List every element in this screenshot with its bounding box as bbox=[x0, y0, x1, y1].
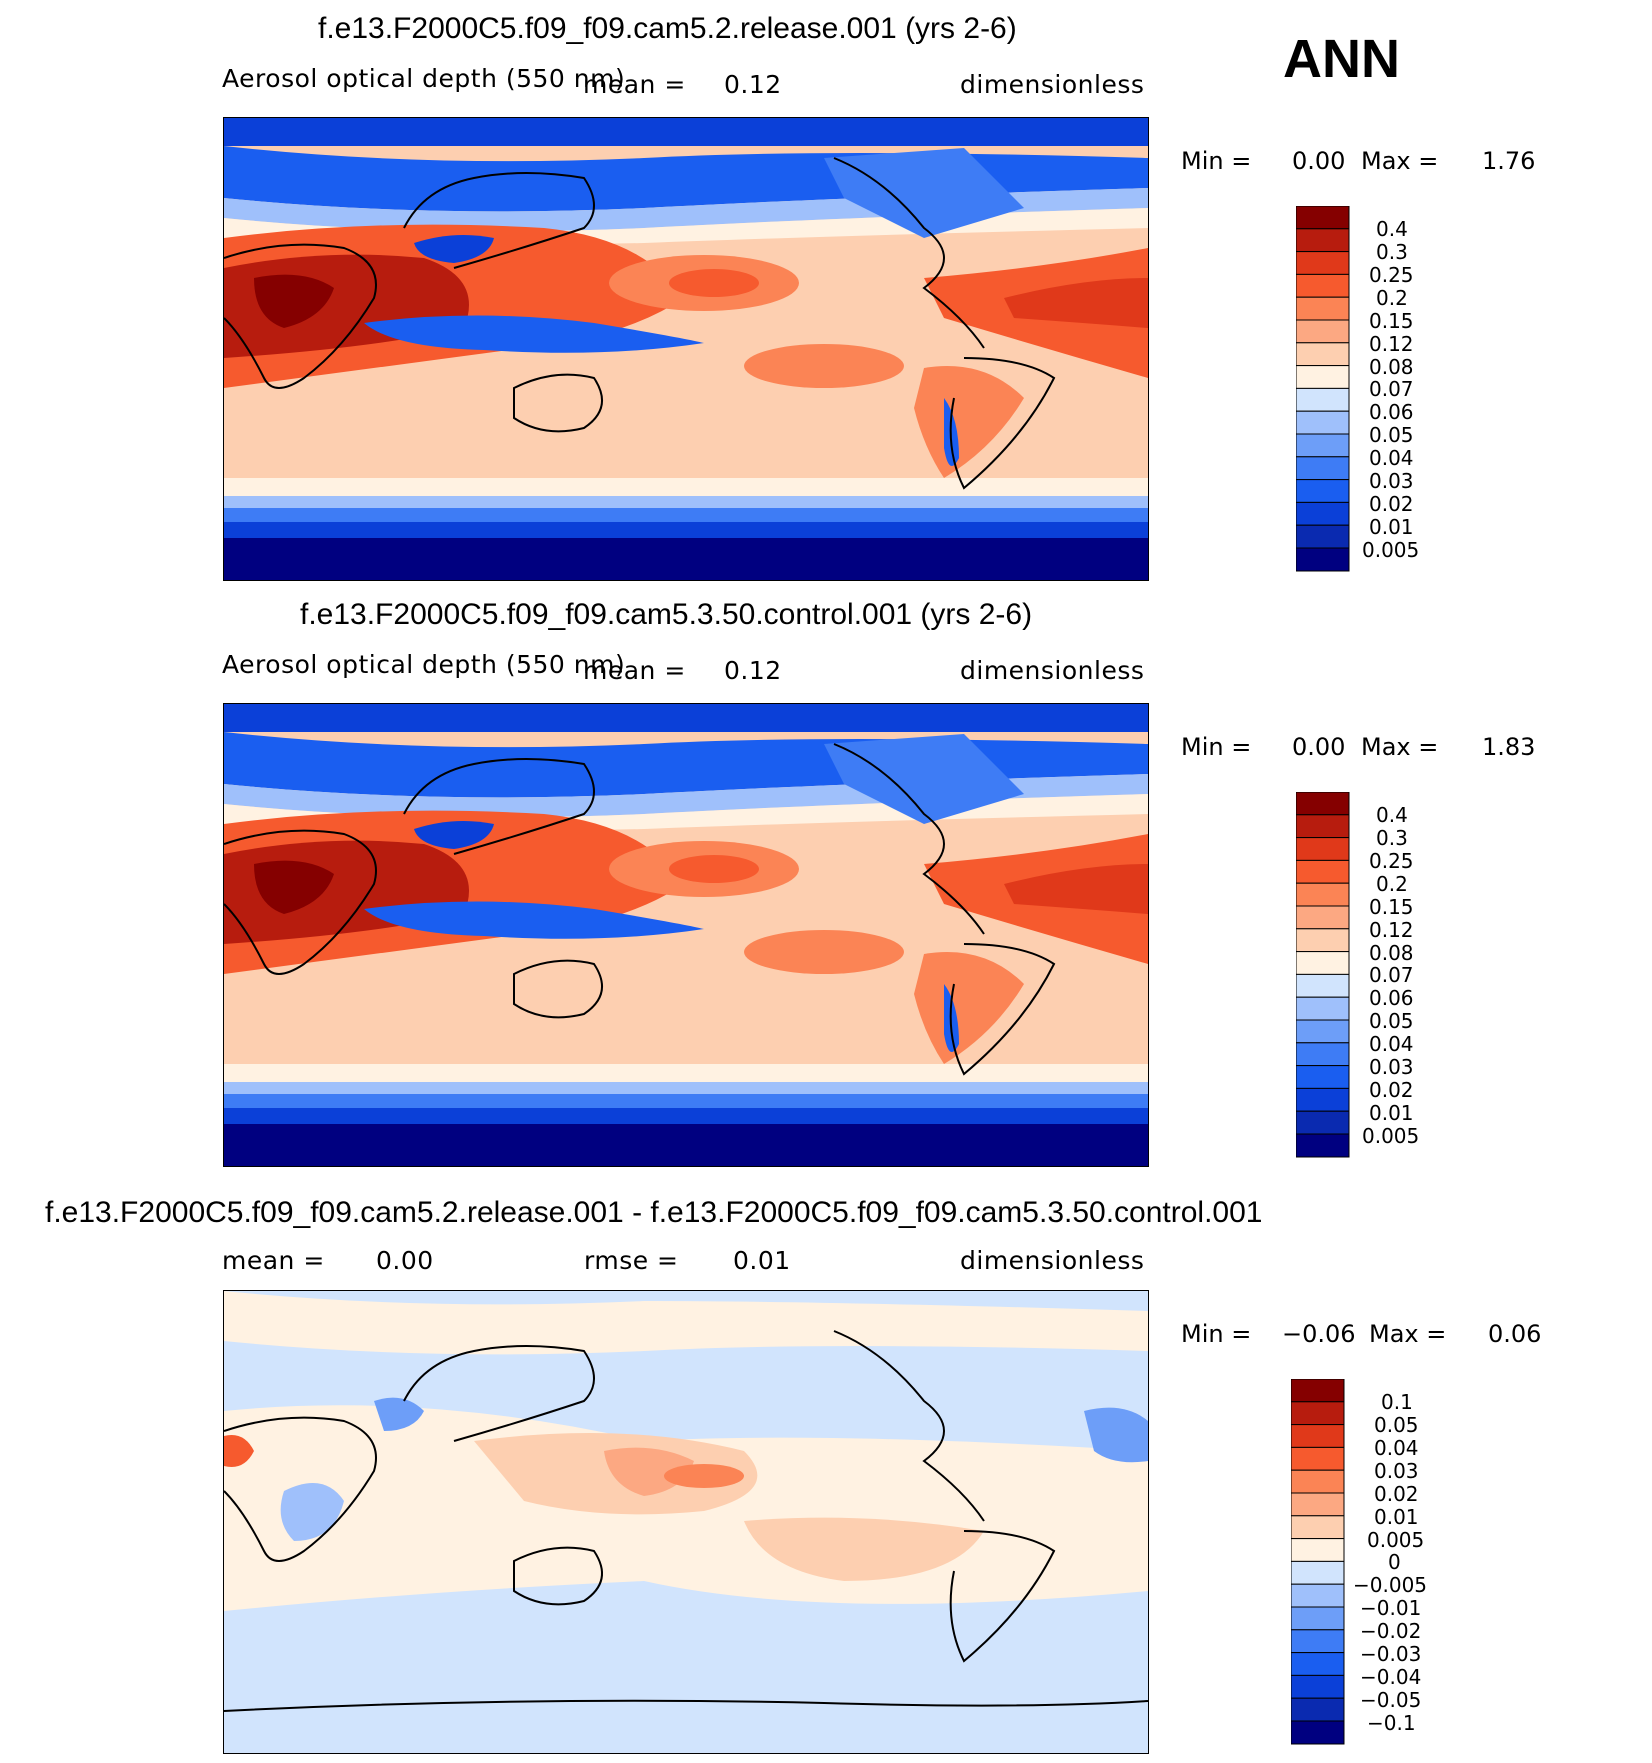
panel-2-max-label: Max = bbox=[1361, 733, 1439, 761]
panel-3-min-label: Min = bbox=[1181, 1320, 1252, 1348]
panel-2-colorbar-label: 0.01 bbox=[1369, 1101, 1414, 1125]
panel-2-colorbar-label: 0.06 bbox=[1369, 986, 1414, 1010]
panel-2-colorbar-label: 0.15 bbox=[1369, 895, 1414, 919]
panel-3-colorbar: 0.1 0.05 0.04 0.03 0.02 0.01 0.005 0 −0.… bbox=[1290, 1378, 1427, 1750]
panel-1-colorbar: 0.4 0.3 0.25 0.2 0.15 0.12 0.08 0.07 0.0… bbox=[1295, 205, 1419, 577]
panel-2-colorbar-label: 0.2 bbox=[1376, 872, 1408, 896]
panel-2-colorbar-label: 0.25 bbox=[1369, 849, 1414, 873]
panel-1-colorbar-label: 0.07 bbox=[1369, 377, 1414, 401]
panel-1-colorbar-label: 0.15 bbox=[1369, 309, 1414, 333]
panel-1-min-value: 0.00 bbox=[1292, 147, 1346, 175]
panel-2-min-value: 0.00 bbox=[1292, 733, 1346, 761]
panel-3-colorbar-label: 0.04 bbox=[1374, 1436, 1419, 1460]
panel-1-colorbar-label: 0.05 bbox=[1369, 423, 1414, 447]
panel-3-colorbar-label: −0.02 bbox=[1360, 1619, 1422, 1643]
panel-1-max-value: 1.76 bbox=[1482, 147, 1536, 175]
panel-3-mean-label: mean = bbox=[222, 1246, 325, 1275]
panel-3-colorbar-label: −0.1 bbox=[1367, 1711, 1416, 1735]
panel-2-min-label: Min = bbox=[1181, 733, 1252, 761]
panel-1-colorbar-label: 0.3 bbox=[1376, 240, 1408, 264]
panel-1-variable: Aerosol optical depth (550 nm) bbox=[222, 64, 626, 93]
panel-2-colorbar-label: 0.04 bbox=[1369, 1032, 1414, 1056]
panel-2-map bbox=[223, 703, 1149, 1167]
panel-3-colorbar-swatches bbox=[1290, 1378, 1345, 1745]
panel-2-colorbar-label: 0.02 bbox=[1369, 1078, 1414, 1102]
panel-3-colorbar-label: 0.005 bbox=[1367, 1528, 1425, 1552]
panel-2-map-field bbox=[224, 704, 1148, 1166]
panel-3-rmse-label: rmse = bbox=[584, 1246, 679, 1275]
panel-2-mean-value: 0.12 bbox=[724, 656, 782, 685]
panel-2-variable: Aerosol optical depth (550 nm) bbox=[222, 650, 626, 679]
panel-1-title: f.e13.F2000C5.f09_f09.cam5.2.release.001… bbox=[318, 12, 1017, 45]
panel-1-colorbar-label: 0.25 bbox=[1369, 263, 1414, 287]
panel-3-colorbar-label: 0.01 bbox=[1374, 1505, 1419, 1529]
panel-2-colorbar: 0.4 0.3 0.25 0.2 0.15 0.12 0.08 0.07 0.0… bbox=[1295, 791, 1419, 1163]
panel-2-colorbar-label: 0.08 bbox=[1369, 941, 1414, 965]
panel-2-colorbar-label: 0.03 bbox=[1369, 1055, 1414, 1079]
panel-3-min-value: −0.06 bbox=[1282, 1320, 1356, 1348]
panel-3-colorbar-label: 0.1 bbox=[1381, 1390, 1413, 1414]
panel-3-colorbar-label: −0.01 bbox=[1360, 1596, 1422, 1620]
panel-1-colorbar-label: 0.12 bbox=[1369, 332, 1414, 356]
panel-3-colorbar-label: 0 bbox=[1388, 1550, 1401, 1574]
panel-1-colorbar-label: 0.005 bbox=[1362, 538, 1420, 562]
panel-2-max-value: 1.83 bbox=[1482, 733, 1536, 761]
panel-1-colorbar-swatches bbox=[1295, 205, 1350, 572]
panel-1-map bbox=[223, 117, 1149, 581]
panel-3-map-field bbox=[224, 1291, 1148, 1753]
panel-1-colorbar-label: 0.02 bbox=[1369, 492, 1414, 516]
panel-1-colorbar-label: 0.01 bbox=[1369, 515, 1414, 539]
panel-3-rmse-value: 0.01 bbox=[733, 1246, 791, 1275]
panel-1-colorbar-label: 0.08 bbox=[1369, 355, 1414, 379]
panel-2-colorbar-label: 0.4 bbox=[1376, 803, 1408, 827]
panel-3-colorbar-label: −0.04 bbox=[1360, 1665, 1422, 1689]
panel-1-colorbar-label: 0.2 bbox=[1376, 286, 1408, 310]
panel-1-map-field bbox=[224, 118, 1148, 580]
panel-2-title: f.e13.F2000C5.f09_f09.cam5.3.50.control.… bbox=[300, 598, 1033, 631]
panel-2-colorbar-label: 0.3 bbox=[1376, 826, 1408, 850]
panel-2-mean-label: mean = bbox=[583, 656, 686, 685]
panel-2-colorbar-label: 0.005 bbox=[1362, 1124, 1420, 1148]
panel-3-colorbar-label: 0.05 bbox=[1374, 1413, 1419, 1437]
panel-1-colorbar-label: 0.4 bbox=[1376, 217, 1408, 241]
panel-1-units: dimensionless bbox=[960, 70, 1145, 99]
panel-3-colorbar-label: −0.05 bbox=[1360, 1688, 1422, 1712]
panel-1-colorbar-label: 0.06 bbox=[1369, 400, 1414, 424]
panel-1-mean-value: 0.12 bbox=[724, 70, 782, 99]
panel-1-colorbar-label: 0.03 bbox=[1369, 469, 1414, 493]
panel-3-colorbar-label: −0.03 bbox=[1360, 1642, 1422, 1666]
panel-1-mean-label: mean = bbox=[583, 70, 686, 99]
panel-3-colorbar-label: 0.03 bbox=[1374, 1459, 1419, 1483]
panel-3-max-label: Max = bbox=[1369, 1320, 1447, 1348]
panel-3-mean-value: 0.00 bbox=[376, 1246, 434, 1275]
panel-3-colorbar-label: 0.02 bbox=[1374, 1482, 1419, 1506]
season-label: ANN bbox=[1283, 29, 1400, 89]
panel-2-colorbar-label: 0.07 bbox=[1369, 963, 1414, 987]
panel-1-max-label: Max = bbox=[1361, 147, 1439, 175]
panel-1-colorbar-label: 0.04 bbox=[1369, 446, 1414, 470]
panel-3-max-value: 0.06 bbox=[1488, 1320, 1542, 1348]
panel-3-units: dimensionless bbox=[960, 1246, 1145, 1275]
panel-3-colorbar-label: −0.005 bbox=[1353, 1573, 1428, 1597]
panel-2-colorbar-label: 0.12 bbox=[1369, 918, 1414, 942]
panel-3-title: f.e13.F2000C5.f09_f09.cam5.2.release.001… bbox=[45, 1196, 1263, 1229]
panel-3-map bbox=[223, 1290, 1149, 1754]
panel-2-colorbar-swatches bbox=[1295, 791, 1350, 1158]
panel-2-units: dimensionless bbox=[960, 656, 1145, 685]
panel-2-colorbar-label: 0.05 bbox=[1369, 1009, 1414, 1033]
panel-1-min-label: Min = bbox=[1181, 147, 1252, 175]
